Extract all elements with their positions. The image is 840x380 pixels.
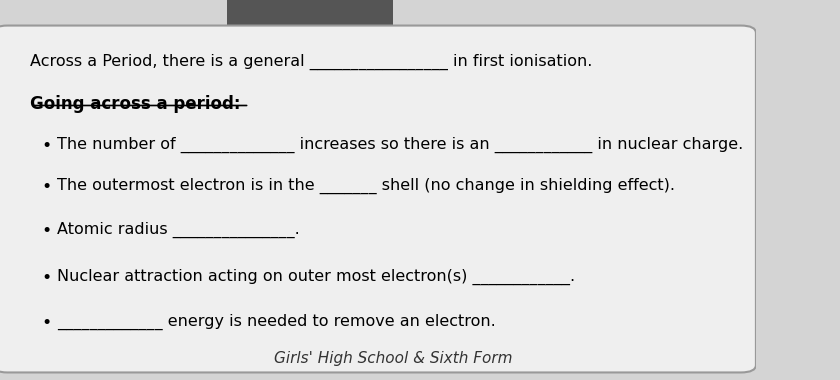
Text: Going across a period:: Going across a period: <box>30 95 241 113</box>
FancyBboxPatch shape <box>0 25 756 372</box>
Text: Girls' High School & Sixth Form: Girls' High School & Sixth Form <box>274 351 512 366</box>
Text: The outermost electron is in the _______ shell (no change in shielding effect).: The outermost electron is in the _______… <box>56 178 675 195</box>
Text: Nuclear attraction acting on outer most electron(s) ____________.: Nuclear attraction acting on outer most … <box>56 269 575 285</box>
Text: •: • <box>41 269 52 287</box>
FancyBboxPatch shape <box>227 0 393 29</box>
Text: •: • <box>41 137 52 155</box>
Text: •: • <box>41 222 52 240</box>
FancyBboxPatch shape <box>469 0 756 29</box>
Text: The number of ______________ increases so there is an ____________ in nuclear ch: The number of ______________ increases s… <box>56 137 743 153</box>
Text: _____________ energy is needed to remove an electron.: _____________ energy is needed to remove… <box>56 314 496 330</box>
Text: Across a Period, there is a general _________________ in first ionisation.: Across a Period, there is a general ____… <box>30 54 592 70</box>
Text: •: • <box>41 178 52 196</box>
Text: Atomic radius _______________.: Atomic radius _______________. <box>56 222 299 238</box>
Text: •: • <box>41 314 52 332</box>
